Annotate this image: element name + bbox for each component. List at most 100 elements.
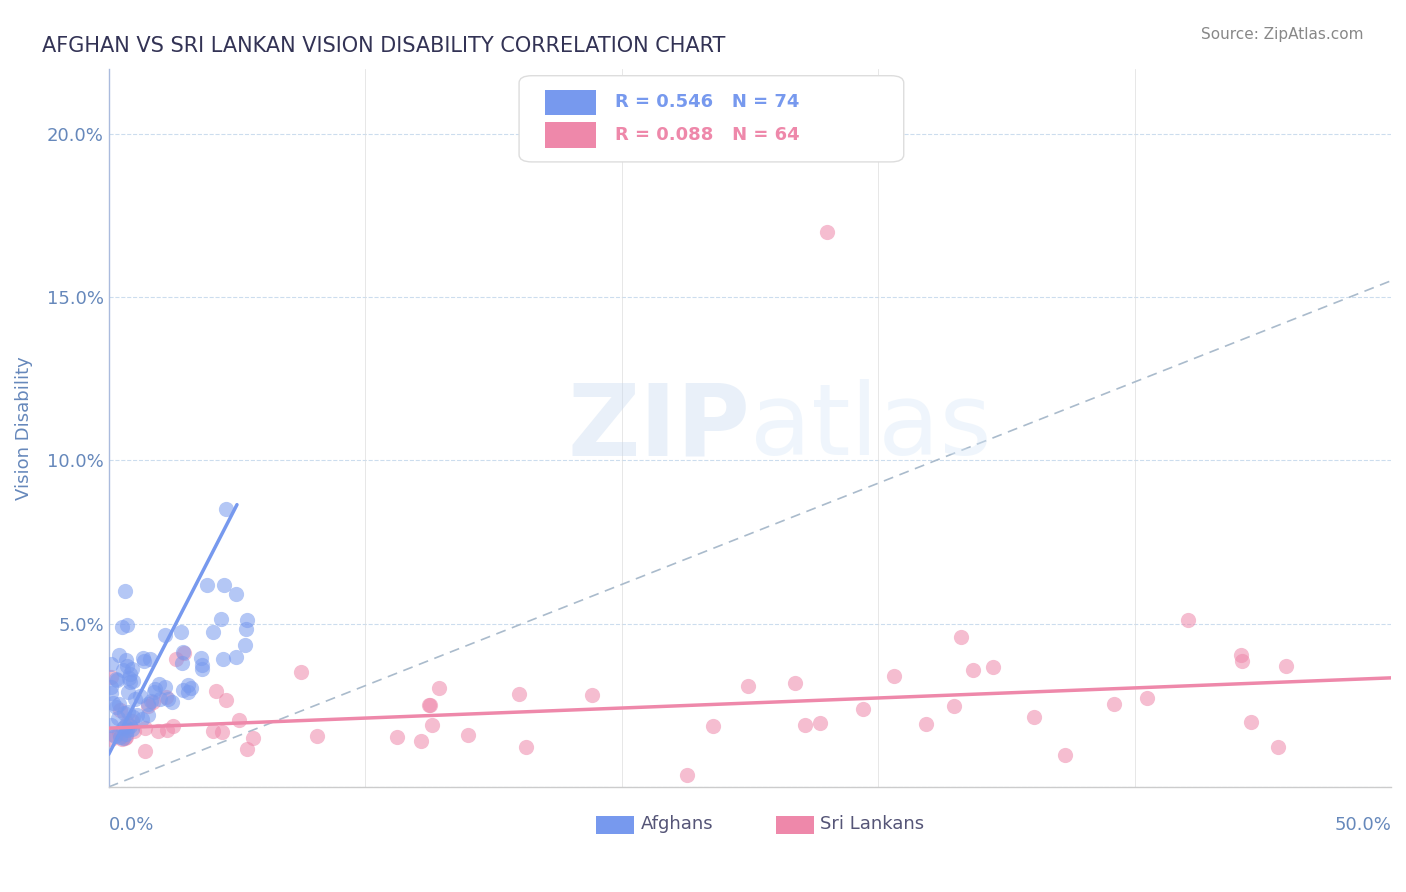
Point [191, 662, 214, 676]
Point [121, 710, 143, 724]
Point [117, 618, 139, 632]
Point [114, 730, 136, 744]
Point [1230, 654, 1253, 668]
Point [155, 723, 177, 738]
Point [128, 690, 150, 704]
Point [111, 620, 134, 634]
Point [131, 712, 153, 726]
Point [236, 742, 259, 756]
Point [190, 658, 212, 673]
Point [385, 730, 408, 744]
Point [112, 663, 135, 677]
Point [235, 622, 257, 636]
Point [290, 665, 312, 679]
Text: AFGHAN VS SRI LANKAN VISION DISABILITY CORRELATION CHART: AFGHAN VS SRI LANKAN VISION DISABILITY C… [42, 36, 725, 55]
Point [107, 697, 129, 711]
Point [165, 652, 187, 666]
FancyBboxPatch shape [596, 815, 634, 834]
Point [172, 645, 194, 659]
Point [202, 624, 225, 639]
Point [107, 711, 129, 725]
Point [160, 695, 183, 709]
Text: R = 0.546   N = 74: R = 0.546 N = 74 [616, 94, 800, 112]
Text: R = 0.088   N = 64: R = 0.088 N = 64 [616, 126, 800, 144]
Point [157, 691, 180, 706]
Point [143, 681, 166, 696]
Point [108, 726, 131, 740]
Point [124, 691, 146, 706]
Point [1024, 710, 1046, 724]
Point [177, 685, 200, 699]
Point [134, 721, 156, 735]
Point [120, 667, 142, 681]
Point [146, 723, 169, 738]
Point [205, 684, 228, 698]
Point [114, 719, 136, 733]
Point [104, 729, 127, 743]
Point [1229, 648, 1251, 663]
Text: 0.0%: 0.0% [108, 815, 155, 834]
Point [115, 723, 138, 737]
Point [115, 727, 138, 741]
Text: atlas: atlas [749, 379, 991, 476]
Point [212, 578, 235, 592]
Point [114, 731, 136, 745]
Point [100, 731, 122, 746]
Point [235, 613, 257, 627]
Point [121, 722, 143, 736]
Point [111, 731, 134, 746]
FancyBboxPatch shape [544, 90, 596, 115]
Point [418, 698, 440, 712]
Point [815, 225, 838, 239]
Point [100, 680, 122, 694]
Point [153, 680, 176, 694]
Point [117, 706, 139, 720]
Point [105, 673, 128, 687]
Point [914, 716, 936, 731]
Text: ZIP: ZIP [567, 379, 749, 476]
Point [808, 716, 831, 731]
Point [117, 658, 139, 673]
Point [112, 706, 135, 721]
Point [215, 502, 238, 516]
Point [136, 698, 159, 713]
Text: Afghans: Afghans [641, 815, 713, 833]
Point [139, 652, 162, 666]
Point [162, 719, 184, 733]
Point [785, 676, 807, 690]
Point [233, 638, 256, 652]
Point [100, 657, 122, 672]
Point [214, 693, 236, 707]
Point [242, 731, 264, 746]
Point [190, 650, 212, 665]
Point [211, 724, 233, 739]
Point [702, 719, 724, 733]
Point [153, 628, 176, 642]
Point [1275, 658, 1298, 673]
Point [1102, 697, 1125, 711]
Point [121, 714, 143, 728]
FancyBboxPatch shape [776, 815, 814, 834]
Point [136, 697, 159, 711]
Point [114, 584, 136, 599]
Point [104, 699, 127, 714]
Point [307, 729, 329, 743]
Point [114, 653, 136, 667]
Point [852, 701, 875, 715]
Point [675, 767, 697, 781]
Point [111, 731, 134, 745]
Text: 50.0%: 50.0% [1334, 815, 1391, 834]
Point [201, 723, 224, 738]
Point [950, 631, 973, 645]
Point [110, 731, 132, 745]
Point [100, 718, 122, 732]
Point [149, 692, 172, 706]
Point [172, 682, 194, 697]
Point [211, 652, 233, 666]
Point [124, 724, 146, 739]
Text: Sri Lankans: Sri Lankans [820, 815, 925, 833]
FancyBboxPatch shape [519, 76, 904, 162]
Point [118, 671, 141, 685]
Point [108, 648, 131, 662]
Point [142, 695, 165, 709]
